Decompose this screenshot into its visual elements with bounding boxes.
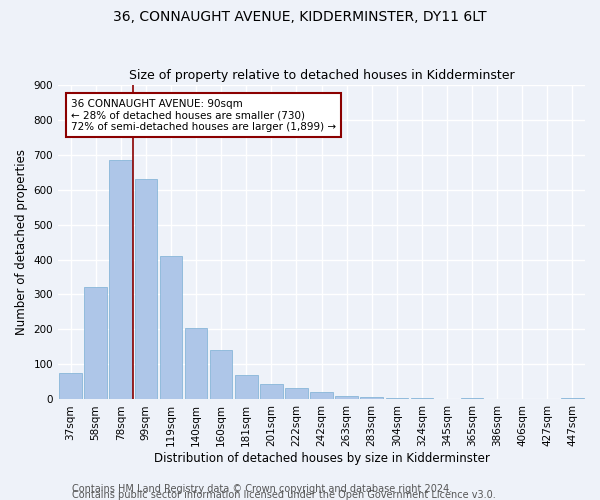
- Text: Contains public sector information licensed under the Open Government Licence v3: Contains public sector information licen…: [72, 490, 496, 500]
- Bar: [134, 179, 157, 400]
- Bar: [210, 350, 232, 400]
- Text: 36 CONNAUGHT AVENUE: 90sqm
← 28% of detached houses are smaller (730)
72% of sem: 36 CONNAUGHT AVENUE: 90sqm ← 28% of deta…: [71, 98, 336, 132]
- Bar: [59, 373, 82, 400]
- Bar: [85, 288, 107, 400]
- Bar: [386, 398, 408, 400]
- X-axis label: Distribution of detached houses by size in Kidderminster: Distribution of detached houses by size …: [154, 452, 490, 465]
- Bar: [260, 384, 283, 400]
- Title: Size of property relative to detached houses in Kidderminster: Size of property relative to detached ho…: [129, 69, 514, 82]
- Y-axis label: Number of detached properties: Number of detached properties: [15, 149, 28, 335]
- Bar: [436, 399, 458, 400]
- Bar: [310, 392, 333, 400]
- Bar: [461, 398, 484, 400]
- Bar: [361, 396, 383, 400]
- Text: 36, CONNAUGHT AVENUE, KIDDERMINSTER, DY11 6LT: 36, CONNAUGHT AVENUE, KIDDERMINSTER, DY1…: [113, 10, 487, 24]
- Bar: [185, 328, 208, 400]
- Bar: [109, 160, 132, 400]
- Bar: [335, 396, 358, 400]
- Text: Contains HM Land Registry data © Crown copyright and database right 2024.: Contains HM Land Registry data © Crown c…: [72, 484, 452, 494]
- Bar: [235, 375, 257, 400]
- Bar: [285, 388, 308, 400]
- Bar: [561, 398, 584, 400]
- Bar: [160, 256, 182, 400]
- Bar: [410, 398, 433, 400]
